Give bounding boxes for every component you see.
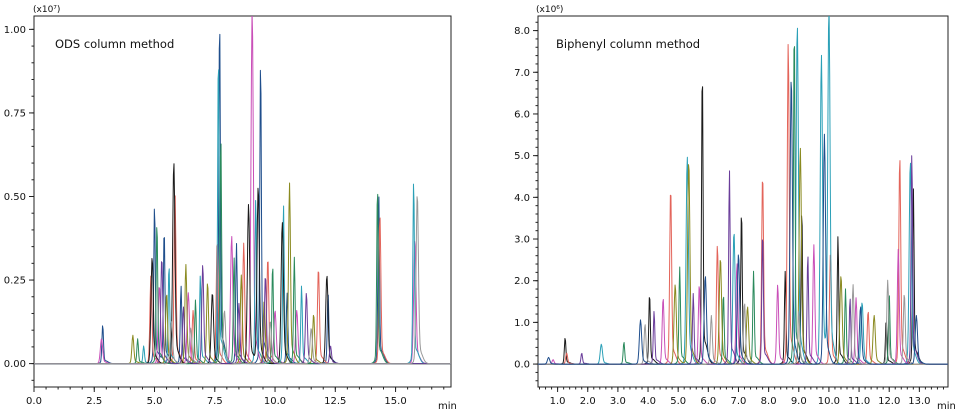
ods-x-tick-label: 12.5 bbox=[324, 396, 346, 407]
biphenyl-x-tick-label: 3.0 bbox=[610, 396, 626, 407]
biphenyl-x-tick-label: 7.0 bbox=[731, 396, 747, 407]
ods-x-tick-label: 15.0 bbox=[384, 396, 406, 407]
biphenyl-x-tick-label: 12.0 bbox=[878, 396, 900, 407]
biphenyl-x-tick-label: 11.0 bbox=[848, 396, 870, 407]
ods-y-tick-label: 0.75 bbox=[4, 108, 26, 119]
biphenyl-x-tick-label: 10.0 bbox=[818, 396, 840, 407]
ods-y-tick-label: 0.50 bbox=[4, 192, 26, 203]
ods-x-tick-label: 0.0 bbox=[26, 396, 42, 407]
ods-plot-frame bbox=[33, 15, 452, 388]
ods-y-scale-label: (x10⁷) bbox=[33, 5, 60, 15]
biphenyl-y-tick-label: 7.0 bbox=[514, 68, 530, 79]
biphenyl-y-tick-label: 0.0 bbox=[514, 360, 530, 371]
ods-y-tick-label: 1.00 bbox=[4, 25, 26, 36]
ods-chromatogram-panel: (x10⁷) ODS column method min 0.00 0.25 0.5… bbox=[4, 5, 457, 410]
biphenyl-trace-9 bbox=[538, 81, 948, 365]
biphenyl-x-tick-label: 13.0 bbox=[908, 396, 930, 407]
ods-x-tick-label: 2.5 bbox=[86, 396, 102, 407]
biphenyl-y-tick-label: 8.0 bbox=[514, 26, 530, 37]
biphenyl-y-tick-label: 1.0 bbox=[514, 318, 530, 329]
biphenyl-x-tick-label: 6.0 bbox=[700, 396, 716, 407]
ods-panel-title: ODS column method bbox=[55, 37, 174, 51]
biphenyl-x-tick-label: 2.0 bbox=[580, 396, 596, 407]
ods-y-tick-label: 0.00 bbox=[4, 359, 26, 370]
ods-x-tick-label: 7.5 bbox=[207, 396, 223, 407]
biphenyl-x-axis-unit: min bbox=[937, 401, 956, 410]
biphenyl-x-tick-label: 8.0 bbox=[761, 396, 777, 407]
biphenyl-x-tick-label: 9.0 bbox=[791, 396, 807, 407]
biphenyl-x-tick-label: 4.0 bbox=[640, 396, 656, 407]
biphenyl-x-tick-label: 1.0 bbox=[550, 396, 566, 407]
biphenyl-y-tick-label: 2.0 bbox=[514, 276, 530, 287]
biphenyl-y-tick-label: 5.0 bbox=[514, 151, 530, 162]
biphenyl-chromatogram-panel: (x10⁶) Biphenyl column method min 0.0 1.0… bbox=[514, 5, 956, 410]
ods-x-tick-label: 5.0 bbox=[147, 396, 163, 407]
biphenyl-y-tick-label: 3.0 bbox=[514, 235, 530, 246]
biphenyl-y-tick-label: 6.0 bbox=[514, 109, 530, 120]
ods-y-tick-label: 0.25 bbox=[4, 276, 26, 287]
ods-x-axis-unit: min bbox=[438, 401, 457, 410]
ods-x-tick-label: 10.0 bbox=[264, 396, 286, 407]
biphenyl-x-tick-label: 5.0 bbox=[670, 396, 686, 407]
biphenyl-y-scale-label: (x10⁶) bbox=[536, 5, 563, 15]
ods-trace-9 bbox=[34, 196, 451, 365]
biphenyl-y-tick-label: 4.0 bbox=[514, 193, 530, 204]
biphenyl-plot-frame bbox=[537, 15, 949, 388]
biphenyl-panel-title: Biphenyl column method bbox=[556, 37, 700, 51]
